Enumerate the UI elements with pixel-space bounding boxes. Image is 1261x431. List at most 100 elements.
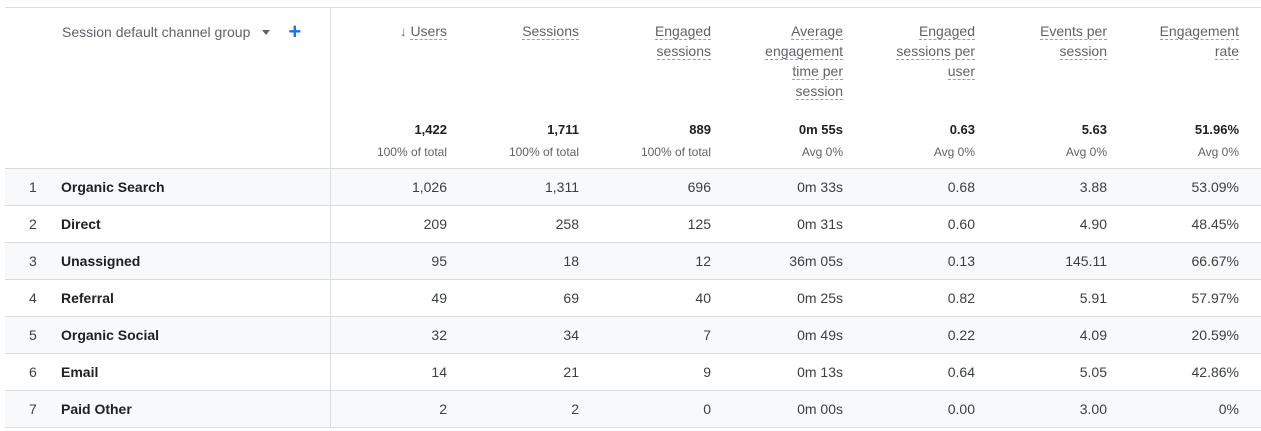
column-header-label[interactable]: Engagement — [1159, 23, 1239, 40]
cell-users: 2 — [439, 401, 447, 417]
cell-engagement-rate: 42.86% — [1191, 364, 1239, 380]
cell-users: 95 — [431, 253, 447, 269]
table-row[interactable]: 2 Direct 209 258 125 0m 31s 0.60 4.90 48.45% — [5, 206, 1261, 243]
dimension-cell: 4 Referral — [5, 280, 331, 316]
dimension-header-cell: Session default channel group + — [5, 8, 331, 168]
plus-icon[interactable]: + — [288, 19, 302, 44]
cell-sessions: 1,311 — [545, 179, 579, 195]
column-total: 0.63 — [949, 122, 975, 137]
dimension-cell: 5 Organic Social — [5, 317, 331, 353]
cell-users: 32 — [431, 327, 447, 343]
column-header-label[interactable]: engagement — [765, 43, 843, 60]
row-index: 1 — [29, 179, 37, 195]
cell-events-per-session: 5.91 — [1079, 290, 1107, 306]
column-header-label[interactable]: sessions per — [896, 43, 975, 60]
cell-engagement-rate: 20.59% — [1191, 327, 1239, 343]
cell-engaged-sessions: 7 — [703, 327, 711, 343]
cell-events-per-session: 4.09 — [1079, 327, 1107, 343]
cell-events-per-session: 3.00 — [1079, 401, 1107, 417]
table-header: Session default channel group + ↓ Users 1,… — [5, 8, 1261, 169]
data-table: Session default channel group + ↓ Users 1,… — [5, 7, 1261, 428]
row-index: 4 — [29, 290, 37, 306]
channel-name[interactable]: Referral — [61, 290, 114, 306]
channel-name[interactable]: Organic Search — [61, 179, 165, 195]
cell-engaged-sessions-per-user: 0.60 — [947, 216, 975, 232]
column-header-sessions[interactable]: Sessions 1,711 100% of total — [447, 8, 579, 168]
cell-engaged-sessions-per-user: 0.82 — [947, 290, 975, 306]
column-header-engaged-sessions-per-user[interactable]: Engaged sessions per user 0.63 Avg 0% — [843, 8, 975, 168]
cell-engagement-rate: 66.67% — [1191, 253, 1239, 269]
cell-avg-engagement-time: 36m 05s — [789, 253, 843, 269]
column-total: 5.63 — [1081, 122, 1107, 137]
column-header-engagement-rate[interactable]: Engagement rate 51.96% Avg 0% — [1107, 8, 1239, 168]
cell-engagement-rate: 53.09% — [1191, 179, 1239, 195]
table-row[interactable]: 6 Email 14 21 9 0m 13s 0.64 5.05 42.86% — [5, 354, 1261, 391]
column-header-label[interactable]: user — [947, 63, 975, 80]
row-index: 5 — [29, 327, 37, 343]
dimension-cell: 7 Paid Other — [5, 391, 331, 427]
cell-engaged-sessions-per-user: 0.68 — [947, 179, 975, 195]
column-total-subtext: Avg 0% — [801, 145, 843, 159]
cell-events-per-session: 145.11 — [1065, 253, 1107, 269]
cell-sessions: 18 — [563, 253, 579, 269]
cell-events-per-session: 3.88 — [1079, 179, 1107, 195]
cell-engaged-sessions-per-user: 0.64 — [947, 364, 975, 380]
cell-engaged-sessions: 0 — [703, 401, 711, 417]
cell-avg-engagement-time: 0m 25s — [797, 290, 843, 306]
cell-avg-engagement-time: 0m 31s — [797, 216, 843, 232]
cell-engagement-rate: 0% — [1218, 401, 1239, 417]
channel-name[interactable]: Unassigned — [61, 253, 141, 269]
table-row[interactable]: 5 Organic Social 32 34 7 0m 49s 0.22 4.09 20.59% — [5, 317, 1261, 354]
cell-users: 1,026 — [411, 179, 447, 195]
table-row[interactable]: 4 Referral 49 69 40 0m 25s 0.82 5.91 57.97% — [5, 280, 1261, 317]
cell-avg-engagement-time: 0m 33s — [797, 179, 843, 195]
cell-sessions: 69 — [563, 290, 579, 306]
cell-sessions: 21 — [563, 364, 579, 380]
column-total: 51.96% — [1194, 122, 1239, 137]
table-row[interactable]: 3 Unassigned 95 18 12 36m 05s 0.13 145.11 66.67% — [5, 243, 1261, 280]
column-header-engaged-sessions[interactable]: Engaged sessions 889 100% of total — [579, 8, 711, 168]
column-header-events-per-session[interactable]: Events per session 5.63 Avg 0% — [975, 8, 1107, 168]
cell-avg-engagement-time: 0m 00s — [797, 401, 843, 417]
column-header-label[interactable]: Average — [791, 23, 843, 40]
cell-users: 209 — [423, 216, 447, 232]
cell-engagement-rate: 48.45% — [1191, 216, 1239, 232]
channel-name[interactable]: Direct — [61, 216, 101, 232]
column-header-label[interactable]: sessions — [656, 43, 711, 60]
cell-avg-engagement-time: 0m 49s — [797, 327, 843, 343]
column-header-avg-engagement-time[interactable]: Average engagement time per session 0m 55s Av… — [711, 8, 843, 168]
column-header-label[interactable]: Sessions — [522, 23, 579, 40]
column-header-label[interactable]: Engaged — [918, 23, 975, 40]
table-row[interactable]: 7 Paid Other 2 2 0 0m 00s 0.00 3.00 0% — [5, 391, 1261, 428]
column-total-subtext: Avg 0% — [1065, 145, 1107, 159]
column-total: 0m 55s — [798, 122, 843, 137]
column-total: 1,711 — [547, 122, 579, 137]
column-header-label[interactable]: Users — [410, 23, 447, 40]
row-index: 2 — [29, 216, 37, 232]
column-header-label[interactable]: session — [1059, 43, 1107, 60]
cell-users: 14 — [431, 364, 447, 380]
column-header-label[interactable]: session — [795, 83, 843, 100]
column-header-label[interactable]: Events per — [1040, 23, 1107, 40]
dimension-header-label[interactable]: Session default channel group — [62, 24, 251, 40]
arrow-down-icon: ↓ — [399, 24, 407, 39]
cell-events-per-session: 4.90 — [1079, 216, 1107, 232]
cell-engagement-rate: 57.97% — [1191, 290, 1239, 306]
channel-name[interactable]: Organic Social — [61, 327, 160, 343]
column-total-subtext: 100% of total — [640, 145, 711, 159]
caret-down-icon[interactable] — [262, 29, 271, 35]
cell-engaged-sessions: 125 — [687, 216, 711, 232]
cell-engaged-sessions: 9 — [703, 364, 711, 380]
cell-sessions: 34 — [563, 327, 579, 343]
cell-engaged-sessions: 40 — [695, 290, 711, 306]
column-header-label[interactable]: rate — [1214, 43, 1239, 60]
channel-name[interactable]: Paid Other — [61, 401, 132, 417]
cell-engaged-sessions: 696 — [687, 179, 711, 195]
column-header-users[interactable]: ↓ Users 1,422 100% of total — [331, 8, 447, 168]
table-row[interactable]: 1 Organic Search 1,026 1,311 696 0m 33s 0.68 3.… — [5, 169, 1261, 206]
channel-name[interactable]: Email — [61, 364, 99, 380]
cell-avg-engagement-time: 0m 13s — [797, 364, 843, 380]
column-header-label[interactable]: Engaged — [654, 23, 711, 40]
column-total-subtext: Avg 0% — [933, 145, 975, 159]
column-header-label[interactable]: time per — [792, 63, 843, 80]
